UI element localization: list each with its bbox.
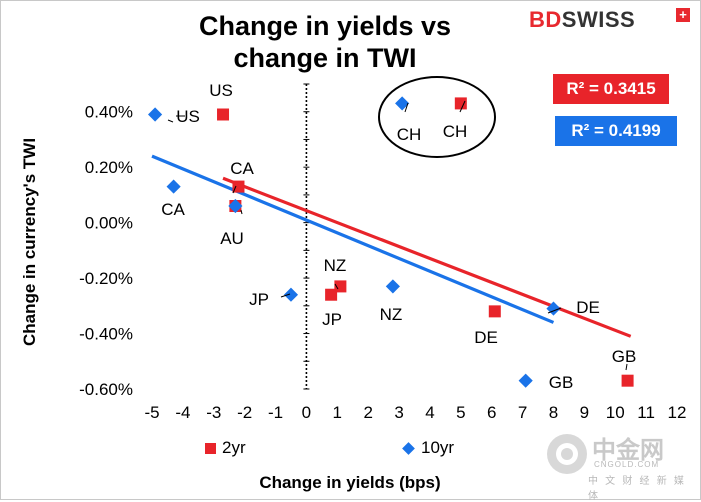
x-tick-label: 11: [637, 403, 655, 422]
r-squared-10yr-box: R² = 0.4199: [555, 116, 677, 146]
data-label-2yr-GB: GB: [612, 347, 637, 366]
point-2yr-US: [217, 108, 230, 121]
trendline-2yr: [222, 176, 632, 338]
x-tick-label: 9: [580, 403, 589, 422]
watermark-chinese-text: 中金网: [592, 436, 664, 464]
point-2yr-CH: [454, 97, 467, 110]
data-label-2yr-CH: CH: [443, 122, 468, 141]
label-leader-line: [240, 209, 243, 215]
chart-title-line1: Change in yields vs: [198, 11, 452, 41]
x-tick-label: -1: [268, 403, 283, 422]
point-2yr-JP: [325, 288, 338, 301]
point-2yr-GB: [621, 374, 634, 387]
y-tick-label: -0.20%: [79, 269, 133, 288]
label-leader-line: [547, 307, 562, 314]
x-tick-label: -4: [175, 403, 190, 422]
point-10yr-NZ: [385, 279, 400, 294]
y-axis-title: Change in currency's TWI: [20, 137, 39, 347]
x-tick-label: 10: [606, 403, 625, 422]
x-tick-label: 3: [394, 403, 403, 422]
label-leader-line: [625, 363, 628, 371]
label-leader-line: [459, 100, 466, 113]
x-tick-label: 5: [456, 403, 465, 422]
ch-highlight-ellipse: [378, 76, 496, 158]
data-label-2yr-DE: DE: [474, 328, 498, 347]
data-label-10yr-US: US: [176, 107, 200, 126]
data-label-10yr-DE: DE: [576, 298, 600, 317]
point-10yr-CA: [166, 179, 181, 194]
watermark-domain: CNGOLD.COM: [594, 460, 660, 469]
point-2yr-NZ: [334, 280, 347, 293]
x-tick-label: 8: [549, 403, 558, 422]
label-leader-line: [404, 102, 409, 113]
point-10yr-AU: [228, 198, 243, 214]
point-10yr-GB: [518, 373, 533, 388]
legend-2yr-label: 2yr: [222, 438, 246, 457]
legend-square-icon: [205, 443, 216, 455]
logo-swiss: SWISS: [561, 7, 636, 32]
x-tick-label: 7: [518, 403, 527, 422]
data-label-2yr-JP: JP: [322, 310, 342, 329]
data-label-10yr-JP: JP: [249, 290, 269, 309]
x-tick-label: 12: [668, 403, 687, 422]
trendline-10yr: [151, 154, 555, 324]
data-label-2yr-NZ: NZ: [324, 256, 347, 275]
point-2yr-DE: [488, 305, 501, 318]
r-squared-2yr-box: R² = 0.3415: [553, 74, 669, 104]
data-label-10yr-CA: CA: [161, 200, 185, 219]
x-tick-label: -5: [144, 403, 159, 422]
x-tick-label: 1: [333, 403, 342, 422]
label-leader-line: [167, 119, 174, 123]
x-tick-label: 0: [302, 403, 311, 422]
x-tick-label: 6: [487, 403, 496, 422]
data-label-10yr-CH: CH: [397, 125, 422, 144]
x-tick-label: -2: [237, 403, 252, 422]
y-tick-label: 0.40%: [85, 103, 133, 122]
y-tick-label: -0.60%: [79, 380, 133, 399]
data-label-10yr-NZ: NZ: [380, 305, 403, 324]
x-axis-title: Change in yields (bps): [259, 473, 441, 492]
x-tick-label: 2: [363, 403, 372, 422]
legend-diamond-icon: [402, 442, 415, 455]
y-tick-label: 0.20%: [85, 158, 133, 177]
point-10yr-US: [148, 107, 163, 122]
cngold-watermark-icon: [547, 434, 587, 474]
chart-title-line2: change in TWI: [233, 43, 417, 73]
x-tick-label: 4: [425, 403, 434, 422]
legend-10yr-label: 10yr: [421, 438, 455, 457]
x-tick-label: -3: [206, 403, 221, 422]
point-10yr-JP: [283, 287, 299, 302]
watermark-subtitle: 中 文 财 经 新 媒 体: [588, 476, 686, 502]
data-label-2yr-US: US: [209, 81, 233, 100]
legend-10yr: 10yr: [402, 438, 455, 458]
data-label-10yr-GB: GB: [549, 373, 574, 392]
label-leader-line: [280, 293, 291, 298]
bdswiss-logo: BDSWISS: [529, 7, 635, 33]
point-2yr-CA: [232, 180, 245, 193]
logo-plus-icon: +: [676, 8, 690, 22]
logo-bd: BD: [529, 7, 562, 32]
data-label-2yr-CA: CA: [230, 159, 254, 178]
point-10yr-CH: [395, 96, 410, 111]
label-leader-line: [232, 185, 237, 194]
data-label-2yr-AU: AU: [220, 229, 244, 248]
label-leader-line: [334, 283, 339, 290]
y-tick-label: -0.40%: [79, 325, 133, 344]
y-tick-label: 0.00%: [85, 214, 133, 233]
legend-2yr: 2yr: [205, 438, 246, 458]
